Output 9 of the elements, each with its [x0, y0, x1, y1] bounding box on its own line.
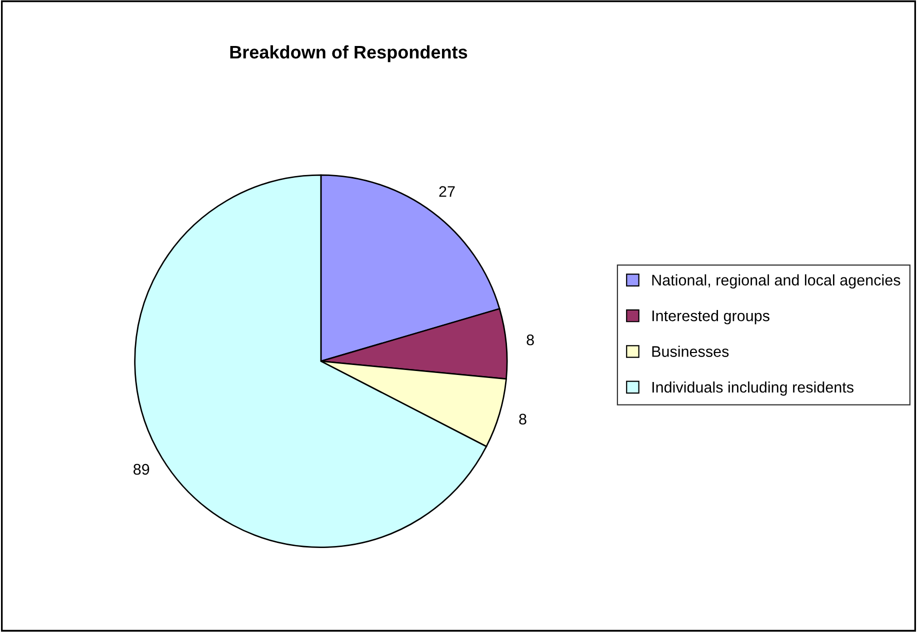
data-label: 8	[519, 414, 526, 425]
chart-title: Breakdown of Respondents	[230, 45, 468, 62]
data-label: 89	[134, 464, 150, 475]
data-label: 8	[526, 334, 534, 346]
legend-label: Individuals including residents	[652, 381, 854, 396]
legend-label: National, regional and local agencies	[652, 274, 900, 289]
legend-label: Businesses	[652, 346, 729, 357]
legend-label: Interested groups	[652, 310, 770, 324]
data-label: 27	[439, 186, 455, 197]
